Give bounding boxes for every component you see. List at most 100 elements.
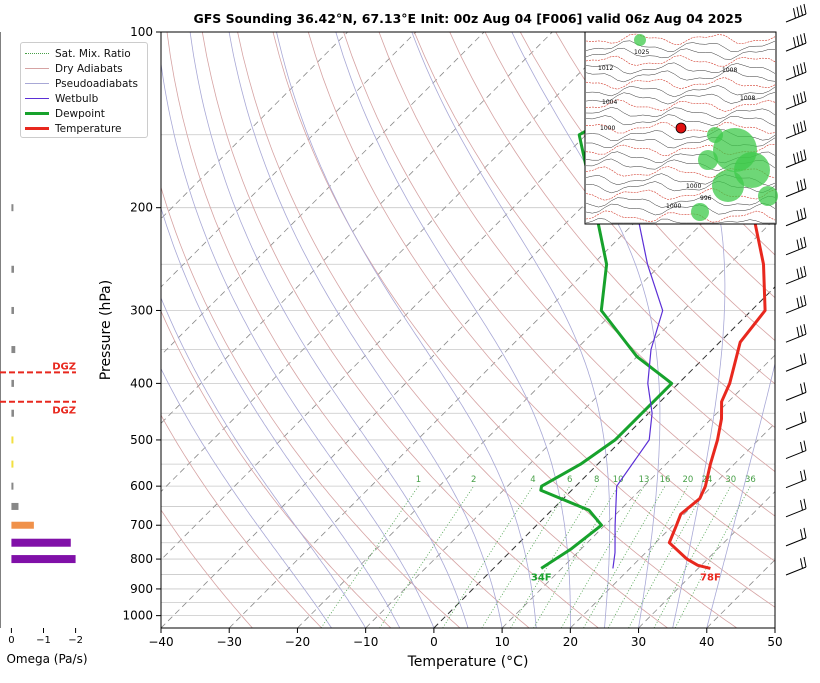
wind-barb-flag — [803, 149, 807, 160]
omega-bar — [11, 379, 14, 387]
wind-barb — [785, 411, 807, 430]
map-pressure-label: 996 — [700, 195, 712, 202]
dry-adiabat — [413, 32, 775, 473]
chart-title: GFS Sounding 36.42°N, 67.13°E Init: 00z … — [193, 11, 742, 26]
omega-bar — [11, 204, 14, 212]
map-precip-area — [707, 127, 723, 143]
wind-barb-flag — [796, 181, 800, 192]
wind-barb — [785, 294, 807, 314]
dry-adiabat — [237, 32, 668, 628]
map-contour — [585, 107, 776, 120]
dry-adiabat — [307, 32, 775, 608]
wind-barb-flag — [800, 354, 803, 365]
legend-label: Temperature — [55, 122, 122, 135]
wind-barb-flag — [800, 179, 803, 191]
map-contour — [585, 77, 776, 90]
wind-barb — [785, 440, 807, 460]
map-precip-area — [698, 150, 718, 170]
map-contour — [585, 55, 776, 67]
map-contour — [585, 166, 776, 179]
wind-barbs — [785, 3, 807, 576]
map-contour — [585, 114, 776, 127]
wind-barb-flag — [800, 558, 803, 569]
plot-frame — [160, 31, 776, 629]
wind-barb-flag — [796, 94, 800, 105]
map-contour — [585, 210, 776, 223]
wind-barb-flag — [803, 207, 807, 218]
wind-barb-flag — [803, 91, 807, 102]
wind-barb-flag — [803, 382, 807, 393]
axis-ticks: −40 −30 −20 −10 0 10 20 30 40 50 100 200 300 400 500 60… — [122, 25, 782, 649]
isotherm-line — [161, 32, 348, 220]
wind-barb-flag — [803, 62, 807, 73]
legend-item-dewpoint: Dewpoint — [25, 106, 143, 121]
wind-barb-flag — [800, 34, 803, 45]
omega-axis-label: Omega (Pa/s) — [6, 652, 87, 666]
map-precip-area — [691, 203, 709, 221]
moist-adiabat — [161, 367, 332, 628]
wind-barb-flag — [803, 556, 807, 568]
isotherm-line — [161, 32, 417, 288]
mixing-ratio-line — [607, 485, 689, 628]
mixing-ratio-label: 1 — [416, 475, 421, 485]
omega-tick-label: 0 — [8, 635, 14, 646]
wind-barb-flag — [800, 500, 803, 511]
map-precip-area — [758, 186, 778, 206]
wind-barb-flag — [803, 440, 807, 451]
location-marker — [675, 122, 687, 134]
legend-item-pseudoadiabats: Pseudoadiabats — [25, 76, 143, 91]
mixing-ratio-label: 10 — [613, 475, 624, 485]
isotherm-line — [570, 422, 775, 628]
wind-barb — [785, 33, 807, 52]
wind-barb-flag — [793, 66, 796, 77]
x-tick-label: 0 — [430, 635, 438, 649]
wind-barb-flag — [796, 210, 800, 221]
wind-barb-flag — [803, 498, 807, 509]
moist-adiabat — [276, 32, 537, 628]
wind-barb-flag — [800, 121, 803, 132]
surface-value-label: 34F — [531, 572, 552, 583]
omega-bar — [11, 555, 76, 564]
wind-barb-flag — [800, 150, 803, 162]
mixing-ratio-line — [510, 485, 598, 628]
omega-bar — [11, 482, 14, 490]
dry-adiabat — [519, 32, 775, 342]
omega-bar — [11, 538, 71, 547]
wind-barb-flag — [803, 527, 807, 538]
series-temperature — [667, 33, 775, 570]
wind-barb-flag — [803, 411, 807, 422]
wind-barb — [785, 469, 807, 489]
y-tick-label: 200 — [130, 201, 153, 215]
omega-bar — [11, 346, 16, 354]
map-precip-area — [712, 170, 744, 202]
wind-barb — [785, 498, 807, 518]
moist-adiabat — [161, 206, 401, 628]
mixing-ratio-label: 13 — [639, 475, 650, 485]
wind-barb-flag — [796, 35, 800, 47]
profile-lines — [539, 32, 775, 570]
omega-bar — [11, 265, 14, 273]
dry-adiabat — [166, 32, 530, 628]
wind-barb — [785, 3, 807, 23]
mixing-ratio-label: 20 — [683, 475, 694, 485]
omega-bar — [11, 460, 14, 468]
x-axis-label: Temperature (°C) — [407, 654, 529, 670]
dgz-label: DGZ — [52, 361, 76, 372]
dry-adiabat — [161, 509, 253, 628]
wind-barb-flag — [796, 6, 800, 17]
map-contour — [585, 195, 776, 208]
map-precip-area — [734, 152, 770, 188]
mixing-ratio-label: 30 — [725, 475, 736, 485]
wind-barb-flag — [796, 297, 800, 308]
isotherm-line — [161, 32, 621, 493]
wind-barb-flag — [800, 441, 803, 453]
omega-bar — [11, 436, 14, 444]
wind-barb — [785, 207, 807, 227]
omega-tick-label: −2 — [68, 635, 83, 646]
omega-tick-label: −1 — [36, 635, 51, 646]
wind-barb-flag — [803, 324, 807, 335]
mixing-ratio-line — [628, 485, 708, 628]
mixing-ratio-line — [533, 485, 619, 628]
wind-barb-flag — [796, 152, 800, 163]
